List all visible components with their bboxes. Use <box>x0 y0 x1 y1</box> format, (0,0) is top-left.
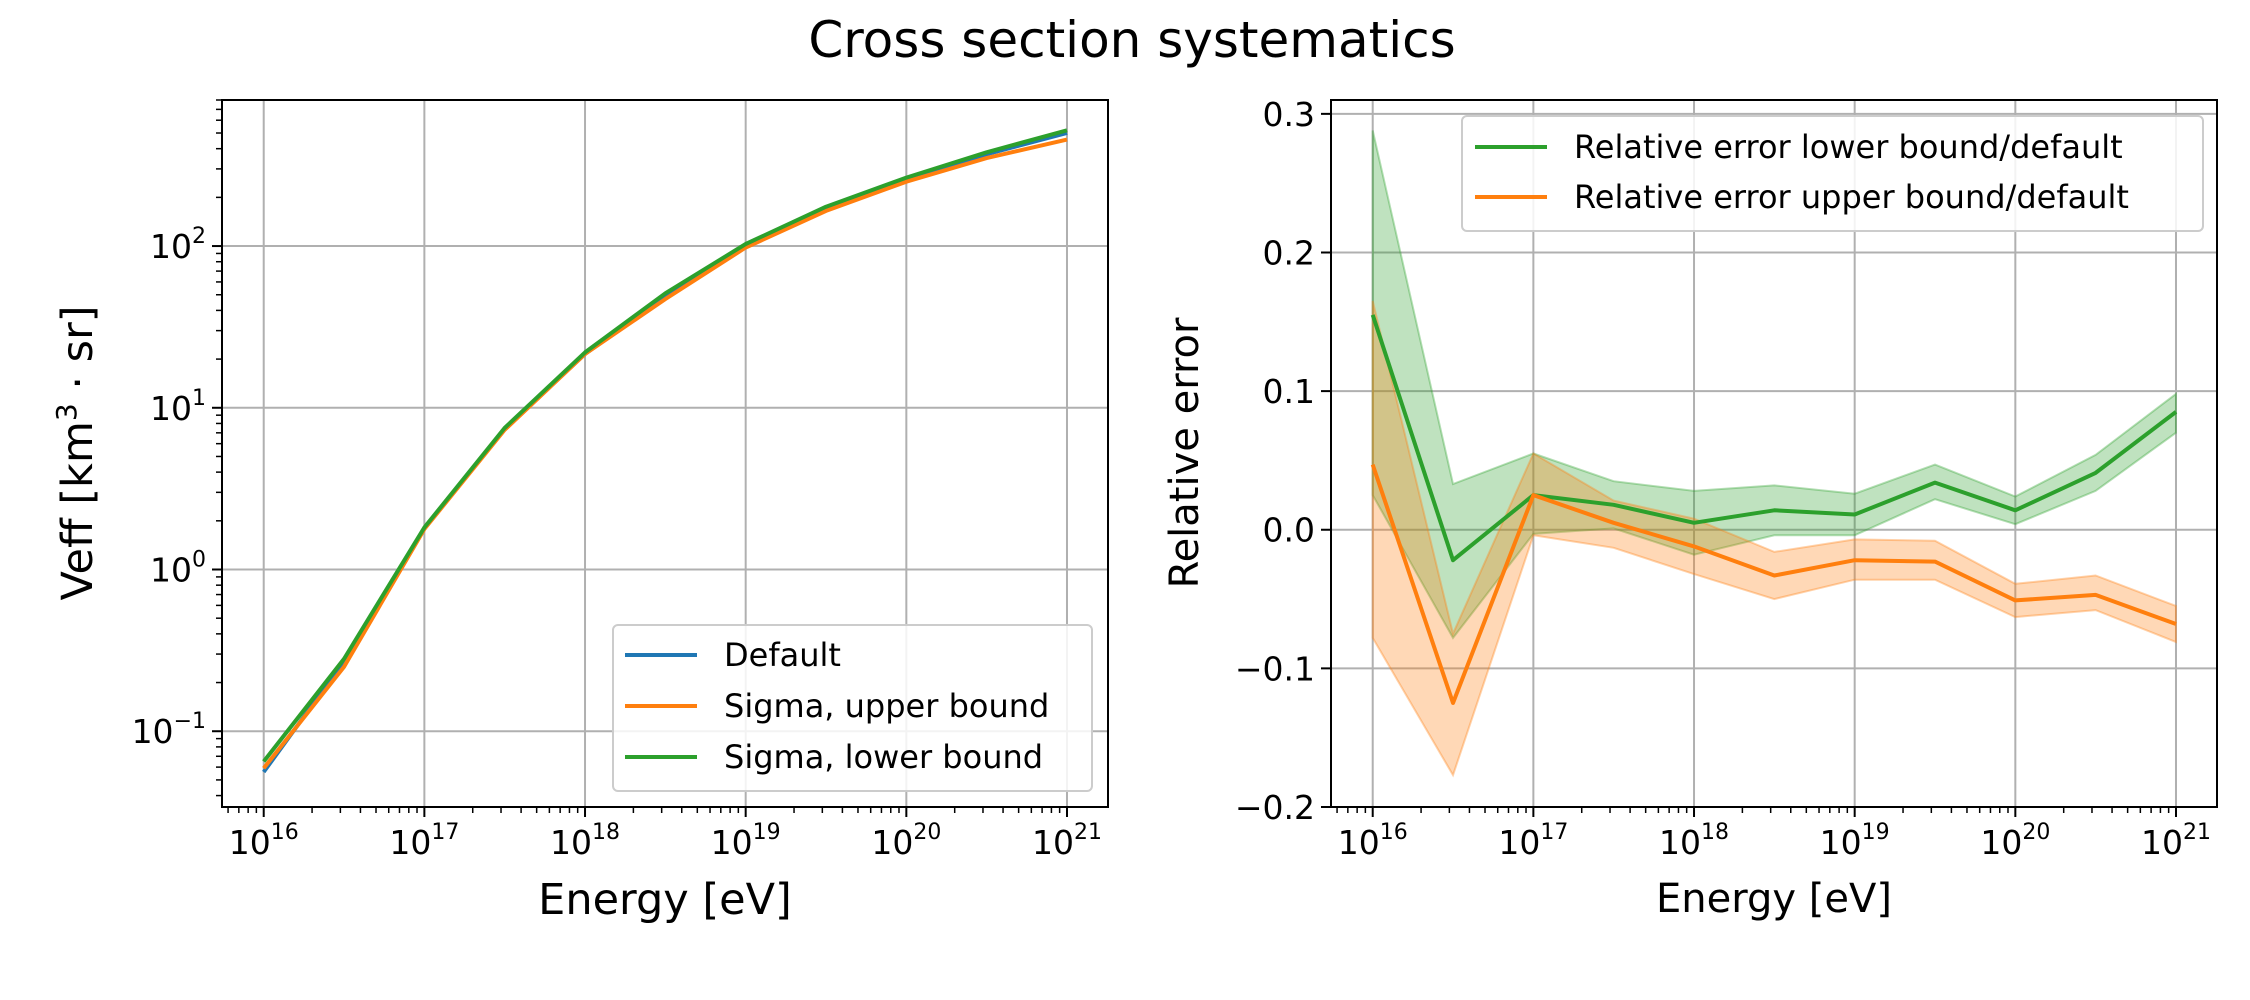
y-tick-label: 100 <box>150 548 206 590</box>
x-tick-label: 1016 <box>229 820 299 862</box>
right-legend-box <box>1461 115 2204 232</box>
y-tick-label: 0.1 <box>1263 372 1315 411</box>
left-axes-frame <box>221 99 1109 808</box>
right-series-lines <box>1370 314 2178 705</box>
y-tick-label: −0.2 <box>1235 788 1315 827</box>
left-grid <box>222 100 1108 807</box>
left-x-axis-label: Energy [eV] <box>538 875 792 925</box>
x-tick-label: 1018 <box>550 820 620 862</box>
x-tick-label: 1019 <box>1820 820 1890 862</box>
x-tick-label: 1020 <box>871 820 941 862</box>
series-line <box>1370 314 2178 563</box>
series-line <box>1370 463 2177 705</box>
right-legend: Relative error lower bound/default Relat… <box>1461 115 2204 232</box>
x-tick-label: 1018 <box>1659 820 1729 862</box>
legend-label-upper: Sigma, upper bound <box>724 687 1049 725</box>
x-tick-label: 1017 <box>1498 820 1568 862</box>
left-legend: Default Sigma, upper bound Sigma, lower … <box>612 624 1093 792</box>
figure-title: Cross section systematics <box>808 11 1455 69</box>
right-chart: 1016 1017 1018 1019 1020 1021 0.3 0.2 0.1 0.0 −0.… <box>1162 95 2218 922</box>
series-line <box>262 128 1068 763</box>
right-x-ticks: 1016 1017 1018 1019 1020 1021 <box>1338 807 2211 862</box>
right-axes-frame <box>1330 99 2218 808</box>
y-tick-label: 0.2 <box>1263 233 1315 272</box>
right-x-axis-label: Energy [eV] <box>1656 876 1892 922</box>
x-tick-label: 1021 <box>1032 820 1102 862</box>
left-x-ticks: 1016 1017 1018 1019 1020 1021 <box>229 807 1102 862</box>
legend-label-rel-lower: Relative error lower bound/default <box>1574 128 2123 166</box>
left-legend-box <box>612 624 1093 792</box>
legend-label-rel-upper: Relative error upper bound/default <box>1574 178 2129 216</box>
left-y-ticks: 10−1 100 101 102 <box>132 224 222 751</box>
error-band <box>1371 300 2177 778</box>
x-tick-label: 1020 <box>1980 820 2050 862</box>
x-tick-label: 1019 <box>711 820 781 862</box>
y-tick-label: 10−1 <box>132 709 206 751</box>
left-y-axis-label: Veff [km3 · sr] <box>50 305 103 600</box>
y-tick-label: −0.1 <box>1235 649 1315 688</box>
y-tick-label: 0.3 <box>1263 95 1315 134</box>
right-y-axis-label: Relative error <box>1162 317 1208 588</box>
x-tick-label: 1021 <box>2141 820 2211 862</box>
legend-label-default: Default <box>724 636 841 674</box>
x-tick-label: 1017 <box>389 820 459 862</box>
y-tick-label: 0.0 <box>1263 511 1315 550</box>
left-series-lines <box>262 128 1068 774</box>
x-tick-label: 1016 <box>1338 820 1408 862</box>
left-chart: 1016 1017 1018 1019 1020 1021 10−1 100 101 102 E… <box>50 99 1109 925</box>
right-y-ticks: 0.3 0.2 0.1 0.0 −0.1 −0.2 <box>1235 95 1331 827</box>
legend-label-lower: Sigma, lower bound <box>724 738 1043 776</box>
y-tick-label: 102 <box>150 224 206 266</box>
y-tick-label: 101 <box>150 386 206 428</box>
